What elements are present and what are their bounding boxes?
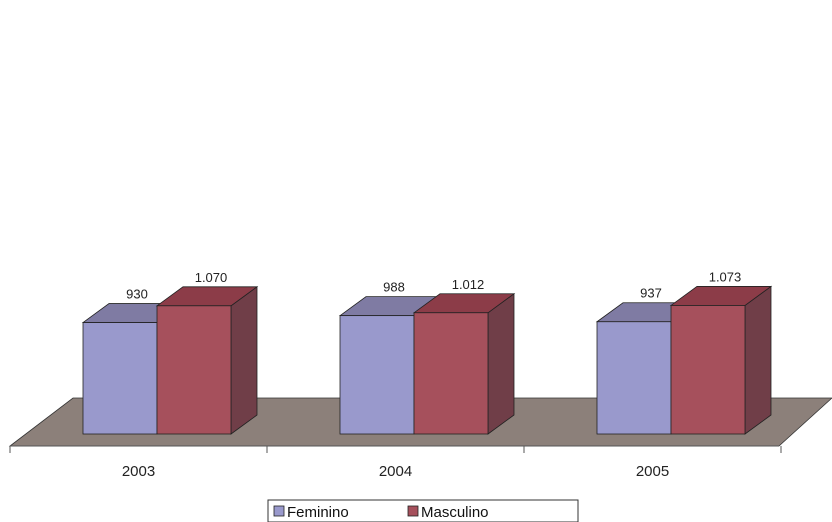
bar-front-face — [82, 322, 158, 435]
legend: Feminino Masculino — [267, 499, 579, 522]
bar-front-face — [413, 312, 489, 435]
bar-side-face — [744, 285, 772, 435]
bar-masculino-2003 — [155, 286, 259, 435]
x-tick-label: 2005 — [636, 463, 669, 480]
legend-swatch-masculino — [407, 505, 419, 517]
data-label: 1.070 — [195, 270, 228, 285]
x-tick-label: 2004 — [379, 463, 412, 480]
data-label: 937 — [640, 286, 662, 301]
data-label: 1.073 — [709, 269, 742, 284]
bar-front-face — [596, 321, 672, 435]
legend-box — [267, 499, 579, 522]
legend-label-masculino: Masculino — [421, 504, 489, 521]
bar-feminino-2004 — [338, 296, 442, 435]
bar-side-face — [230, 286, 258, 435]
bar-feminino-2005 — [595, 302, 699, 435]
legend-swatch-feminino — [273, 505, 285, 517]
bar-masculino-2005 — [669, 285, 773, 435]
data-label: 930 — [126, 287, 148, 302]
bar-masculino-2004 — [412, 292, 516, 435]
data-labels-layer: 930 1.070 988 1.012 937 1.073 — [126, 269, 741, 301]
legend-label-feminino: Feminino — [287, 504, 349, 521]
bar-front-face — [156, 305, 232, 435]
bar-feminino-2003 — [81, 303, 185, 435]
bars-layer — [81, 285, 773, 435]
bar-side-face — [487, 292, 515, 435]
data-label: 1.012 — [452, 277, 485, 292]
bar-front-face — [670, 305, 746, 435]
x-tick-label: 2003 — [122, 463, 155, 480]
bar-front-face — [339, 315, 415, 435]
data-label: 988 — [383, 280, 405, 295]
x-axis: 2003 2004 2005 — [9, 445, 782, 480]
